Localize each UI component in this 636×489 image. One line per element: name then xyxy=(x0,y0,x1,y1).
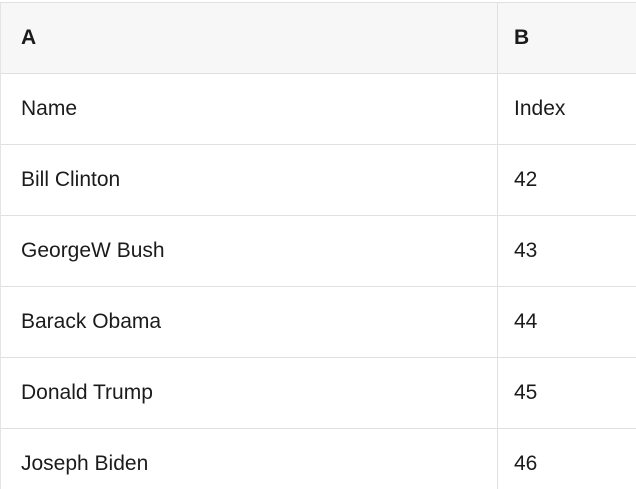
header-row: A B xyxy=(0,2,636,74)
cell-index-45[interactable]: 45 xyxy=(497,357,636,429)
table-row: Name Index xyxy=(0,73,636,145)
column-header-b[interactable]: B xyxy=(497,2,636,74)
table-row: Donald Trump 45 xyxy=(0,357,636,429)
cell-name-bill-clinton[interactable]: Bill Clinton xyxy=(0,144,498,216)
cell-name-barack-obama[interactable]: Barack Obama xyxy=(0,286,498,358)
cell-index-42[interactable]: 42 xyxy=(497,144,636,216)
cell-name-georgew-bush[interactable]: GeorgeW Bush xyxy=(0,215,498,287)
cell-index-43[interactable]: 43 xyxy=(497,215,636,287)
cell-name-label[interactable]: Name xyxy=(0,73,498,145)
table-row: Bill Clinton 42 xyxy=(0,144,636,216)
table-row: Barack Obama 44 xyxy=(0,286,636,358)
cell-name-donald-trump[interactable]: Donald Trump xyxy=(0,357,498,429)
cell-index-44[interactable]: 44 xyxy=(497,286,636,358)
table-row: Joseph Biden 46 xyxy=(0,428,636,489)
cell-index-label[interactable]: Index xyxy=(497,73,636,145)
table-row: GeorgeW Bush 43 xyxy=(0,215,636,287)
cell-name-joseph-biden[interactable]: Joseph Biden xyxy=(0,428,498,489)
cell-index-46[interactable]: 46 xyxy=(497,428,636,489)
column-header-a[interactable]: A xyxy=(0,2,498,74)
